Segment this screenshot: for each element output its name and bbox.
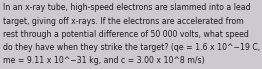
Text: me = 9.11 x 10^−31 kg, and c = 3.00 x 10^8 m/s): me = 9.11 x 10^−31 kg, and c = 3.00 x 10…: [3, 56, 205, 65]
Text: do they have when they strike the target? (qe = 1.6 x 10^−19 C,: do they have when they strike the target…: [3, 43, 260, 52]
Text: rest through a potential difference of 50 000 volts, what speed: rest through a potential difference of 5…: [3, 30, 249, 39]
Text: In an x-ray tube, high-speed electrons are slammed into a lead: In an x-ray tube, high-speed electrons a…: [3, 3, 251, 12]
Text: target, giving off x-rays. If the electrons are accelerated from: target, giving off x-rays. If the electr…: [3, 17, 244, 26]
